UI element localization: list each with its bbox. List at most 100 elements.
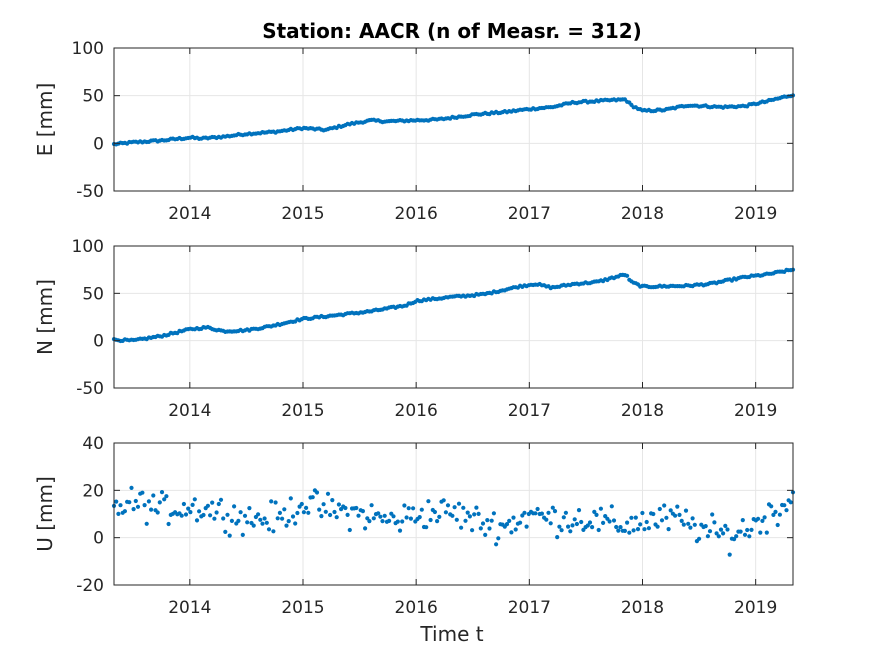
chart-title: Station: AACR (n of Measr. = 312) (262, 19, 642, 43)
y-tick-label: 40 (82, 434, 104, 454)
data-point (559, 528, 564, 533)
data-point (247, 506, 252, 511)
data-point (625, 273, 630, 278)
y-tick-label: 20 (82, 481, 104, 501)
data-point (269, 499, 274, 504)
x-tick-label: 2019 (734, 401, 777, 421)
data-point (467, 514, 472, 519)
data-point (616, 528, 621, 533)
plot-area (114, 246, 793, 388)
y-axis-label: N [mm] (33, 279, 57, 355)
data-point (476, 511, 481, 516)
data-point (450, 513, 455, 518)
data-point (764, 530, 769, 535)
data-point (225, 512, 230, 517)
data-point (644, 519, 649, 525)
data-point (319, 514, 324, 519)
data-point (345, 512, 350, 518)
x-axis-label: Time t (419, 622, 483, 646)
data-point (552, 509, 558, 514)
data-point (258, 517, 263, 522)
data-point (223, 529, 228, 535)
axes-box (113, 442, 794, 586)
data-point (216, 501, 221, 507)
data-point (242, 513, 248, 518)
data-point (574, 521, 580, 527)
data-point (539, 511, 545, 516)
subplot-3: 2014 2015 2016 2017 2018 2019 -20 0 20 40 U [mm] (33, 434, 796, 618)
data-point (354, 505, 359, 511)
data-point (579, 519, 584, 525)
subplot-2: 2014 2015 2016 2017 2018 2019 -50 0 50 100 N [mm] (33, 237, 796, 421)
data-point (188, 509, 193, 515)
data-point (432, 509, 437, 515)
data-point (135, 504, 141, 509)
data-point (212, 516, 217, 521)
data-point (146, 499, 151, 504)
data-point (465, 510, 470, 515)
data-points (111, 267, 796, 344)
data-point (697, 536, 702, 541)
data-point (408, 516, 413, 521)
data-point (445, 503, 451, 508)
data-point (614, 524, 619, 530)
data-point (208, 513, 213, 518)
data-point (323, 509, 328, 514)
data-point (330, 498, 335, 503)
x-tick-label: 2015 (281, 204, 324, 224)
data-point (114, 499, 119, 504)
data-point (299, 501, 304, 507)
data-point (784, 508, 789, 513)
data-point (400, 519, 405, 524)
data-point (664, 515, 669, 520)
data-point (592, 509, 597, 514)
data-point (760, 518, 765, 524)
y-tick-label: -50 (76, 182, 104, 202)
data-point (183, 512, 189, 517)
data-points (111, 93, 796, 147)
data-point (642, 527, 647, 532)
data-point (775, 522, 780, 528)
data-point (666, 527, 671, 532)
data-point (140, 490, 145, 495)
data-point (227, 533, 232, 538)
data-point (646, 526, 652, 531)
data-point (716, 534, 721, 539)
data-point (681, 522, 686, 527)
data-point (633, 515, 638, 520)
data-point (157, 500, 162, 505)
data-point (703, 524, 708, 529)
data-point (347, 527, 352, 533)
data-point (290, 514, 296, 519)
data-point (454, 517, 459, 522)
data-point (424, 525, 429, 530)
axes-box (113, 245, 794, 389)
data-point (749, 527, 754, 533)
data-point (166, 521, 171, 527)
y-tick-label: 100 (72, 237, 104, 257)
data-point (769, 504, 774, 509)
y-tick-label: 0 (93, 332, 104, 352)
data-point (369, 503, 374, 508)
data-point (629, 515, 634, 520)
x-tick-label: 2016 (395, 598, 438, 618)
data-point (611, 518, 617, 523)
data-point (710, 512, 715, 517)
data-point (210, 500, 215, 505)
data-point (256, 512, 261, 517)
data-point (705, 534, 711, 539)
data-point (282, 507, 287, 512)
data-point (483, 532, 488, 538)
data-point (714, 531, 719, 536)
data-point (496, 536, 501, 541)
data-point (635, 527, 641, 532)
data-point (692, 522, 697, 527)
data-point (229, 518, 234, 524)
data-point (404, 515, 409, 520)
data-point (151, 493, 156, 498)
plot-area (114, 48, 793, 191)
data-point (236, 518, 241, 524)
data-point (557, 524, 562, 529)
data-point (380, 519, 385, 524)
data-point (149, 507, 154, 512)
